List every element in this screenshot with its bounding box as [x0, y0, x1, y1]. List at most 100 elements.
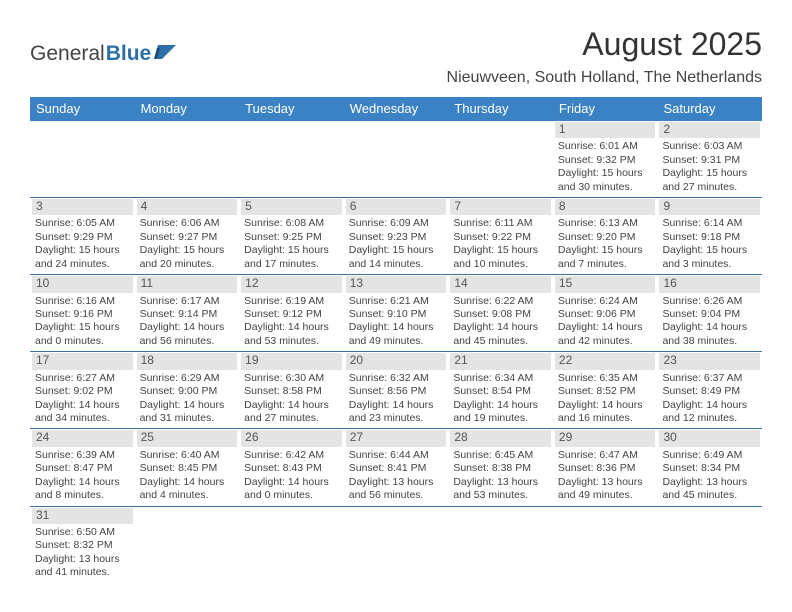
day-detail: Sunrise: 6:19 AMSunset: 9:12 PMDaylight:…: [241, 295, 342, 349]
day-number: 14: [450, 276, 551, 292]
week-row: 10Sunrise: 6:16 AMSunset: 9:16 PMDayligh…: [30, 275, 762, 352]
day-number: 15: [555, 276, 656, 292]
day-cell: 27Sunrise: 6:44 AMSunset: 8:41 PMDayligh…: [344, 429, 449, 505]
day-cell: [344, 507, 449, 583]
day-detail: Sunrise: 6:40 AMSunset: 8:45 PMDaylight:…: [137, 449, 238, 503]
day-header: Thursday: [448, 97, 553, 121]
day-detail: Sunrise: 6:50 AMSunset: 8:32 PMDaylight:…: [32, 526, 133, 580]
day-detail: Sunrise: 6:14 AMSunset: 9:18 PMDaylight:…: [659, 217, 760, 271]
week-row: 24 Sunrise: 6:39 AMSunset: 8:47 PMDayligh…: [30, 429, 762, 506]
title-block: August 2025 Nieuwveen, South Holland, Th…: [447, 26, 762, 87]
day-cell: 5 Sunrise: 6:08 AMSunset: 9:25 PMDaylight…: [239, 198, 344, 274]
day-number: 11: [137, 276, 238, 292]
day-header: Tuesday: [239, 97, 344, 121]
day-cell: [30, 121, 135, 197]
day-detail: Sunrise: 6:26 AMSunset: 9:04 PMDaylight:…: [659, 295, 760, 349]
day-cell: 24 Sunrise: 6:39 AMSunset: 8:47 PMDayligh…: [30, 429, 135, 505]
logo: GeneralBlue: [30, 26, 180, 66]
day-cell: 6 Sunrise: 6:09 AMSunset: 9:23 PMDaylight…: [344, 198, 449, 274]
day-cell: [135, 507, 240, 583]
day-number: 2: [659, 122, 760, 138]
day-cell: 16 Sunrise: 6:26 AMSunset: 9:04 PMDayligh…: [657, 275, 762, 351]
day-detail: Sunrise: 6:05 AMSunset: 9:29 PMDaylight:…: [32, 217, 133, 271]
calendar-weeks: 1 Sunrise: 6:01 AMSunset: 9:32 PMDaylight…: [30, 121, 762, 583]
day-detail: Sunrise: 6:03 AMSunset: 9:31 PMDaylight:…: [659, 140, 760, 194]
day-number: 8: [555, 199, 656, 215]
day-cell: [553, 507, 658, 583]
day-cell: [344, 121, 449, 197]
day-detail: Sunrise: 6:01 AMSunset: 9:32 PMDaylight:…: [555, 140, 656, 194]
day-detail: Sunrise: 6:45 AMSunset: 8:38 PMDaylight:…: [450, 449, 551, 503]
day-cell: [448, 507, 553, 583]
day-detail: Sunrise: 6:39 AMSunset: 8:47 PMDaylight:…: [32, 449, 133, 503]
day-cell: 9 Sunrise: 6:14 AMSunset: 9:18 PMDaylight…: [657, 198, 762, 274]
day-cell: 22 Sunrise: 6:35 AMSunset: 8:52 PMDayligh…: [553, 352, 658, 428]
day-cell: 15 Sunrise: 6:24 AMSunset: 9:06 PMDayligh…: [553, 275, 658, 351]
day-cell: 8Sunrise: 6:13 AMSunset: 9:20 PMDaylight…: [553, 198, 658, 274]
day-detail: Sunrise: 6:42 AMSunset: 8:43 PMDaylight:…: [241, 449, 342, 503]
day-detail: Sunrise: 6:24 AMSunset: 9:06 PMDaylight:…: [555, 295, 656, 349]
day-detail: Sunrise: 6:11 AMSunset: 9:22 PMDaylight:…: [450, 217, 551, 271]
day-cell: 28 Sunrise: 6:45 AMSunset: 8:38 PMDayligh…: [448, 429, 553, 505]
day-number: 26: [241, 430, 342, 446]
logo-flag-icon: [154, 43, 180, 61]
day-cell: 7Sunrise: 6:11 AMSunset: 9:22 PMDaylight…: [448, 198, 553, 274]
location-text: Nieuwveen, South Holland, The Netherland…: [447, 69, 762, 87]
day-number: 16: [659, 276, 760, 292]
day-number: 1: [555, 122, 656, 138]
day-cell: 10Sunrise: 6:16 AMSunset: 9:16 PMDayligh…: [30, 275, 135, 351]
day-header: Sunday: [30, 97, 135, 121]
day-number: 12: [241, 276, 342, 292]
calendar-page: GeneralBlue August 2025 Nieuwveen, South…: [0, 0, 792, 583]
day-number: 30: [659, 430, 760, 446]
day-detail: Sunrise: 6:08 AMSunset: 9:25 PMDaylight:…: [241, 217, 342, 271]
day-number: 21: [450, 353, 551, 369]
day-number: 24: [32, 430, 133, 446]
day-cell: 21 Sunrise: 6:34 AMSunset: 8:54 PMDayligh…: [448, 352, 553, 428]
day-cell: 19Sunrise: 6:30 AMSunset: 8:58 PMDayligh…: [239, 352, 344, 428]
day-detail: Sunrise: 6:35 AMSunset: 8:52 PMDaylight:…: [555, 372, 656, 426]
day-number: 23: [659, 353, 760, 369]
week-row: 1 Sunrise: 6:01 AMSunset: 9:32 PMDaylight…: [30, 121, 762, 198]
page-header: GeneralBlue August 2025 Nieuwveen, South…: [30, 26, 762, 87]
day-number: 25: [137, 430, 238, 446]
day-number: 29: [555, 430, 656, 446]
day-number: 4: [137, 199, 238, 215]
day-cell: 13Sunrise: 6:21 AMSunset: 9:10 PMDayligh…: [344, 275, 449, 351]
day-detail: Sunrise: 6:06 AMSunset: 9:27 PMDaylight:…: [137, 217, 238, 271]
day-detail: Sunrise: 6:16 AMSunset: 9:16 PMDaylight:…: [32, 295, 133, 349]
day-cell: 1 Sunrise: 6:01 AMSunset: 9:32 PMDaylight…: [553, 121, 658, 197]
day-cell: [135, 121, 240, 197]
day-cell: [239, 507, 344, 583]
day-detail: Sunrise: 6:37 AMSunset: 8:49 PMDaylight:…: [659, 372, 760, 426]
day-header: Saturday: [657, 97, 762, 121]
day-detail: Sunrise: 6:47 AMSunset: 8:36 PMDaylight:…: [555, 449, 656, 503]
day-number: 31: [32, 508, 133, 524]
day-detail: Sunrise: 6:49 AMSunset: 8:34 PMDaylight:…: [659, 449, 760, 503]
day-cell: 18Sunrise: 6:29 AMSunset: 9:00 PMDayligh…: [135, 352, 240, 428]
day-number: 5: [241, 199, 342, 215]
day-number: 19: [241, 353, 342, 369]
day-number: 9: [659, 199, 760, 215]
day-detail: Sunrise: 6:09 AMSunset: 9:23 PMDaylight:…: [346, 217, 447, 271]
day-cell: 17Sunrise: 6:27 AMSunset: 9:02 PMDayligh…: [30, 352, 135, 428]
week-row: 17Sunrise: 6:27 AMSunset: 9:02 PMDayligh…: [30, 352, 762, 429]
day-cell: 23 Sunrise: 6:37 AMSunset: 8:49 PMDayligh…: [657, 352, 762, 428]
logo-text-2: Blue: [106, 42, 152, 66]
day-number: 28: [450, 430, 551, 446]
day-cell: 12 Sunrise: 6:19 AMSunset: 9:12 PMDayligh…: [239, 275, 344, 351]
day-cell: 11 Sunrise: 6:17 AMSunset: 9:14 PMDayligh…: [135, 275, 240, 351]
calendar: SundayMondayTuesdayWednesdayThursdayFrid…: [30, 97, 762, 583]
day-number: 22: [555, 353, 656, 369]
day-cell: 20Sunrise: 6:32 AMSunset: 8:56 PMDayligh…: [344, 352, 449, 428]
day-cell: [657, 507, 762, 583]
day-cell: 14Sunrise: 6:22 AMSunset: 9:08 PMDayligh…: [448, 275, 553, 351]
day-detail: Sunrise: 6:17 AMSunset: 9:14 PMDaylight:…: [137, 295, 238, 349]
day-detail: Sunrise: 6:27 AMSunset: 9:02 PMDaylight:…: [32, 372, 133, 426]
day-detail: Sunrise: 6:34 AMSunset: 8:54 PMDaylight:…: [450, 372, 551, 426]
day-cell: 29 Sunrise: 6:47 AMSunset: 8:36 PMDayligh…: [553, 429, 658, 505]
week-row: 31 Sunrise: 6:50 AMSunset: 8:32 PMDayligh…: [30, 507, 762, 583]
day-number: 6: [346, 199, 447, 215]
day-number: 18: [137, 353, 238, 369]
month-title: August 2025: [447, 26, 762, 63]
